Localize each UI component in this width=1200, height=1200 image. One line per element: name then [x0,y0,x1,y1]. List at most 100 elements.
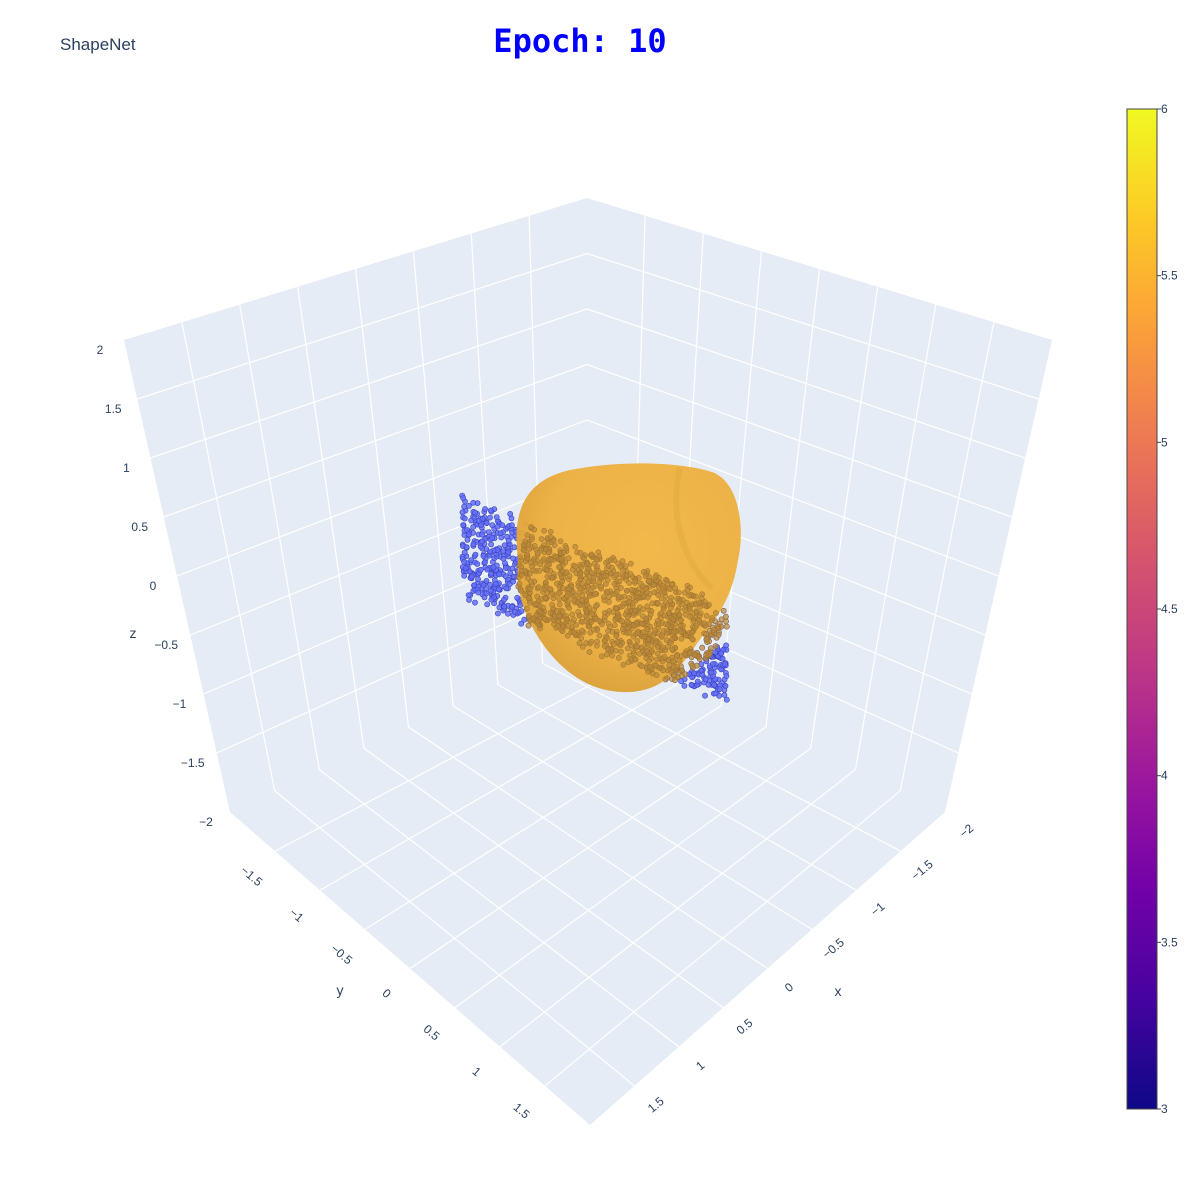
point [575,609,581,615]
point [686,592,692,599]
point [716,686,723,693]
x-tick-label: 0.5 [734,1016,756,1038]
point [620,626,626,632]
point [528,579,534,585]
point [564,593,571,600]
point [601,597,608,604]
point [598,653,605,660]
point [669,581,675,588]
point [544,567,551,574]
point [571,616,577,623]
point [460,495,467,501]
grid-line [497,683,857,891]
point [703,636,710,643]
z-tick-label: −1.5 [181,756,205,770]
point [560,549,567,556]
point [605,577,611,583]
colorbar-tick-label: 6 [1161,102,1168,116]
point [723,642,729,649]
y-tick-label: 1 [470,1064,484,1079]
point [650,582,657,588]
point [682,651,689,658]
point [461,572,468,579]
point [507,511,514,517]
grid-line [586,419,999,577]
point [501,542,508,549]
point [528,559,534,566]
point [502,565,509,571]
point [530,615,537,622]
point [596,632,603,639]
point [670,658,677,664]
point [712,649,719,656]
point [585,579,592,585]
z-axis-title: z [130,625,137,641]
point [496,571,502,578]
point [522,538,529,545]
point [658,595,665,602]
point [676,657,683,664]
point [579,627,585,634]
point [572,563,579,570]
point [601,614,608,620]
point [627,571,634,577]
grid-line [470,233,499,685]
point [630,648,637,654]
point [516,580,523,587]
point [556,601,563,608]
point [487,514,493,521]
point [671,672,677,679]
point [723,673,730,679]
point [462,565,469,572]
point [588,551,595,558]
point [475,589,482,596]
point [463,544,470,551]
point [518,620,525,627]
point [606,594,613,600]
y-tick-label: −1 [287,905,307,925]
grid-line [216,585,588,754]
point [591,560,598,567]
point [599,621,605,628]
point [708,669,715,676]
z-tick-label: 0 [150,579,157,593]
point [477,522,484,528]
point [702,602,708,609]
point [678,678,685,685]
point [525,622,532,629]
x-tick-label: 1.5 [645,1094,667,1116]
point [664,580,671,587]
point [702,676,709,683]
y-tick-label: −1.5 [238,863,265,889]
point [715,631,722,638]
point [632,607,638,614]
point [557,538,564,545]
point [678,635,685,642]
point [609,564,615,571]
colorbar-tick-label: 4.5 [1161,602,1178,616]
point [644,594,651,601]
point [536,608,543,614]
point [524,532,531,539]
point [518,608,525,614]
z-tick-label: −1 [173,697,187,711]
point [526,546,533,552]
z-tick-label: 1 [123,461,130,475]
point [559,578,566,585]
point [713,610,719,616]
point [571,597,578,604]
point [555,623,561,630]
point [559,628,566,635]
point [566,605,573,612]
point [549,590,556,597]
point [586,649,593,655]
point [698,595,705,602]
point [492,581,499,587]
point [722,683,729,689]
point [709,615,716,621]
y-tick-label: −0.5 [328,941,355,967]
point [710,627,717,634]
point [563,545,570,552]
point [616,578,623,585]
